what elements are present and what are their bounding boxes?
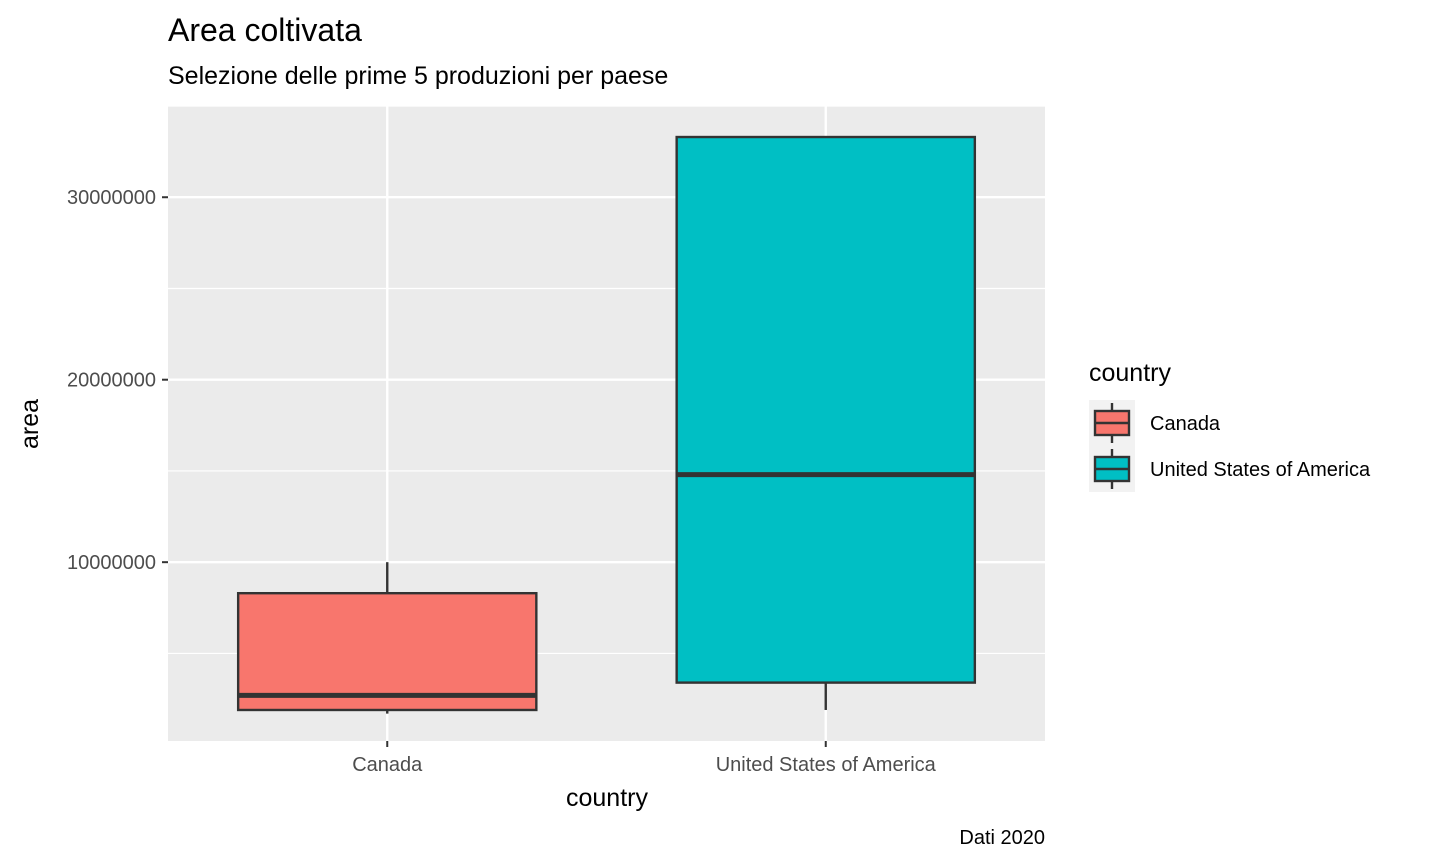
chart-subtitle: Selezione delle prime 5 produzioni per p… xyxy=(168,62,668,90)
box-body xyxy=(236,591,538,712)
legend-label: United States of America xyxy=(1150,459,1371,481)
x-tick-label: Canada xyxy=(352,754,423,776)
legend-key xyxy=(1089,400,1135,446)
chart-caption: Dati 2020 xyxy=(959,827,1045,849)
box-united-states-of-america xyxy=(675,135,977,710)
chart-title: Area coltivata xyxy=(168,12,362,48)
x-tick-label: United States of America xyxy=(716,754,937,776)
y-tick-label: 30000000 xyxy=(67,187,156,209)
y-tick-label: 20000000 xyxy=(67,370,156,392)
x-axis: Canada United States of America xyxy=(352,741,937,776)
legend-key xyxy=(1089,446,1135,492)
box-body xyxy=(675,135,977,684)
legend-title: country xyxy=(1089,359,1171,387)
legend-label: Canada xyxy=(1150,413,1221,435)
boxes-group xyxy=(236,135,977,714)
y-axis: 10000000 20000000 30000000 xyxy=(67,187,168,574)
x-axis-title: country xyxy=(566,784,648,812)
y-tick-label: 10000000 xyxy=(67,552,156,574)
y-axis-title: area xyxy=(16,399,44,449)
legend: country Canada United States of America xyxy=(1089,359,1371,492)
box-canada xyxy=(236,562,538,714)
